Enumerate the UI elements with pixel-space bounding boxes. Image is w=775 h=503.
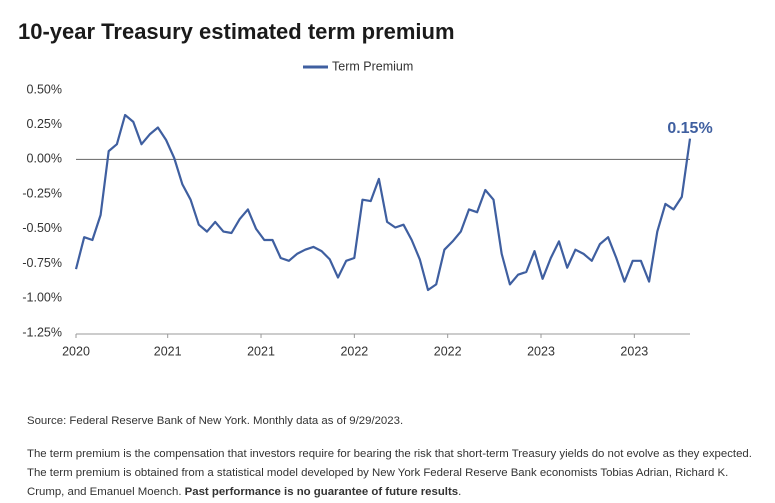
y-tick-label: -1.00%: [22, 291, 62, 305]
y-tick-label: -0.50%: [22, 221, 62, 235]
annotation: 0.15%: [667, 120, 712, 137]
y-tick-label: 0.50%: [27, 82, 62, 96]
x-tick-label: 2021: [247, 344, 275, 358]
y-tick-label: 0.00%: [27, 152, 62, 166]
y-tick-label: -0.75%: [22, 256, 62, 270]
x-tick-label: 2022: [340, 344, 368, 358]
chart-title: 10-year Treasury estimated term premium: [18, 19, 455, 44]
y-tick-label: -0.25%: [22, 186, 62, 200]
note: The term premium is the compensation tha…: [27, 448, 752, 498]
footnote: The term premium is the compensation tha…: [27, 445, 767, 502]
x-tick-label: 2020: [62, 344, 90, 358]
x-tick-label: 2023: [620, 344, 648, 358]
source: Source: Federal Reserve Bank of New York…: [27, 415, 404, 427]
chart: 10-year Treasury estimated term premium …: [18, 19, 713, 358]
y-tick-label: 0.25%: [27, 117, 62, 131]
x-tick-label: 2021: [154, 344, 182, 358]
line: [74, 113, 692, 292]
note-end: .: [458, 486, 462, 498]
x-tick-label: 2022: [434, 344, 462, 358]
x-tick-label: 2023: [527, 344, 555, 358]
y-tick-label: -1.25%: [22, 325, 62, 339]
legend-label: Term Premium: [332, 59, 413, 73]
note-bold: Past performance is no guarantee of futu…: [184, 486, 459, 498]
